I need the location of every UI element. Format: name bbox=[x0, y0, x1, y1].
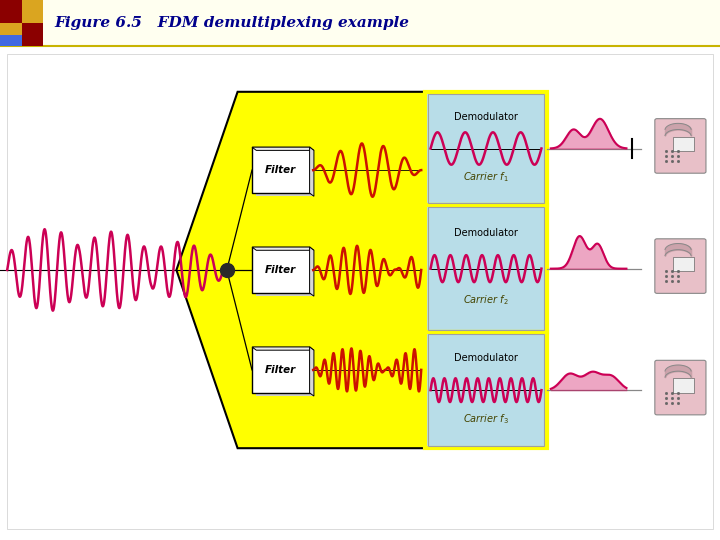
Text: Demodulator: Demodulator bbox=[454, 228, 518, 238]
Bar bbox=[0, 35, 22, 46]
Polygon shape bbox=[176, 92, 547, 448]
Text: Filter: Filter bbox=[265, 365, 297, 375]
FancyBboxPatch shape bbox=[655, 119, 706, 173]
Bar bbox=[428, 334, 544, 446]
Text: Carrier $f_3$: Carrier $f_3$ bbox=[463, 412, 509, 426]
Bar bbox=[252, 347, 310, 393]
Polygon shape bbox=[310, 147, 314, 197]
Bar bbox=[256, 151, 314, 197]
Text: Filter: Filter bbox=[265, 165, 297, 175]
Text: Demodulator: Demodulator bbox=[454, 112, 518, 122]
Text: Demodulator: Demodulator bbox=[454, 353, 518, 363]
Bar bbox=[428, 207, 544, 330]
Bar bbox=[256, 251, 314, 296]
Bar bbox=[673, 137, 694, 151]
Bar bbox=[673, 379, 694, 393]
FancyBboxPatch shape bbox=[655, 360, 706, 415]
Bar bbox=[252, 247, 310, 293]
Polygon shape bbox=[252, 347, 314, 350]
Polygon shape bbox=[310, 247, 314, 296]
Polygon shape bbox=[252, 247, 314, 251]
Bar bbox=[673, 257, 694, 271]
Bar bbox=[425, 92, 547, 205]
Text: Carrier $f_1$: Carrier $f_1$ bbox=[463, 170, 509, 184]
Bar bbox=[0, 23, 22, 46]
Bar bbox=[428, 94, 544, 203]
Bar bbox=[252, 147, 310, 193]
Bar bbox=[0, 0, 43, 46]
FancyBboxPatch shape bbox=[655, 239, 706, 293]
Text: Carrier $f_2$: Carrier $f_2$ bbox=[463, 293, 509, 307]
Bar bbox=[256, 350, 314, 396]
Polygon shape bbox=[310, 347, 314, 396]
Bar bbox=[425, 205, 547, 332]
Bar bbox=[425, 332, 547, 448]
Polygon shape bbox=[252, 147, 314, 151]
Bar bbox=[22, 0, 43, 23]
Text: Filter: Filter bbox=[265, 265, 297, 275]
Bar bbox=[0, 0, 720, 46]
Text: Figure 6.5   FDM demultiplexing example: Figure 6.5 FDM demultiplexing example bbox=[54, 16, 409, 30]
Bar bbox=[7, 54, 713, 529]
